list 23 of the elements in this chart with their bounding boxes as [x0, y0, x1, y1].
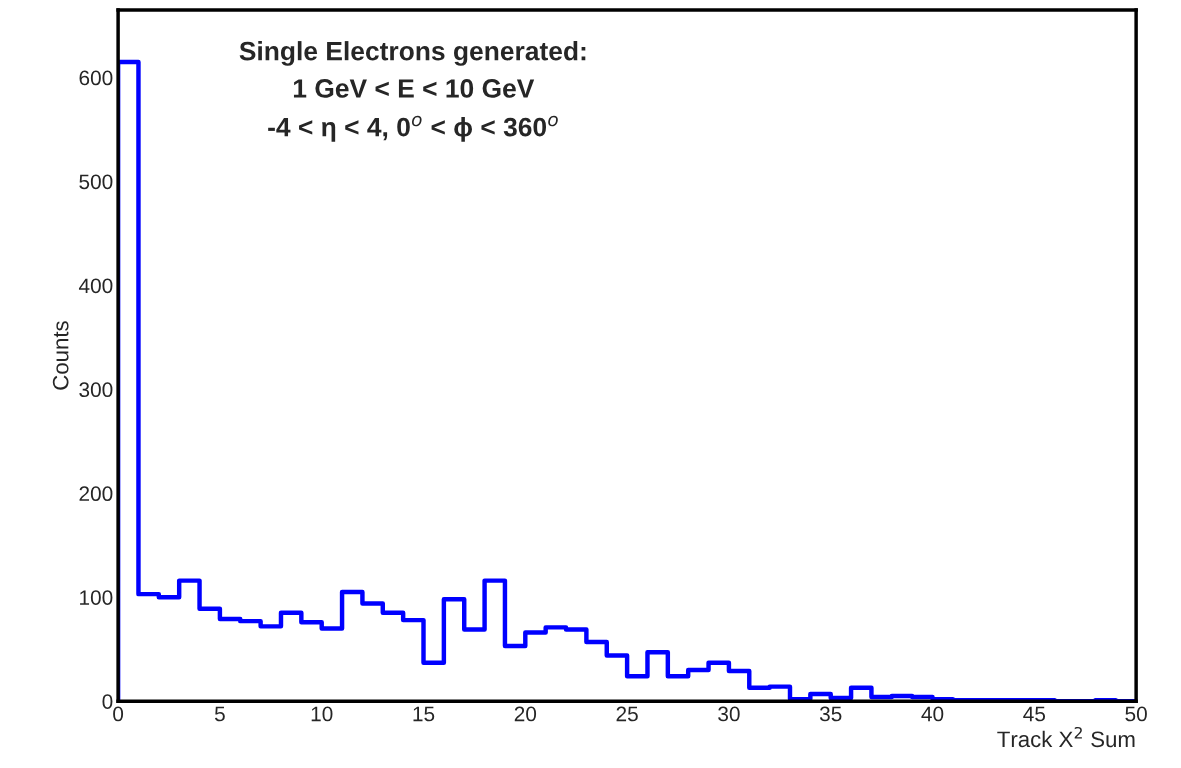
x-tick-label: 35 [819, 706, 842, 722]
y-tick-label: 200 [79, 486, 113, 502]
x-tick-label: 50 [1125, 706, 1147, 722]
y-tick-label: 600 [79, 70, 113, 86]
x-tick-label: 10 [311, 706, 333, 722]
x-tick-label: 25 [616, 706, 638, 722]
y-tick-label: 100 [80, 590, 113, 605]
x-tick-label: 45 [1023, 706, 1046, 722]
y-tick-label: 500 [79, 174, 113, 190]
y-axis-title: Counts [52, 321, 69, 390]
x-axis-title: Track Χ$^{2}$ Sum [997, 726, 1135, 748]
x-tick-label: 0 [113, 706, 124, 722]
annotation: Single Electrons generated: [239, 41, 586, 66]
y-tick-label: 300 [79, 382, 113, 398]
x-tick-label: 30 [718, 706, 740, 722]
x-tick-label: 15 [413, 706, 435, 722]
x-tick-label: 40 [921, 706, 944, 722]
y-tick-label: 400 [78, 278, 113, 294]
y-tick-label: 0 [102, 694, 113, 709]
x-tick-label: 20 [514, 706, 537, 722]
annotation: 1 GeV < E < 10 GeV [293, 79, 535, 98]
x-tick-label: 5 [214, 706, 225, 722]
annotation: -4 < η < 4, 0$^{o}$ < ϕ < 360$^{o}$ [268, 115, 558, 142]
